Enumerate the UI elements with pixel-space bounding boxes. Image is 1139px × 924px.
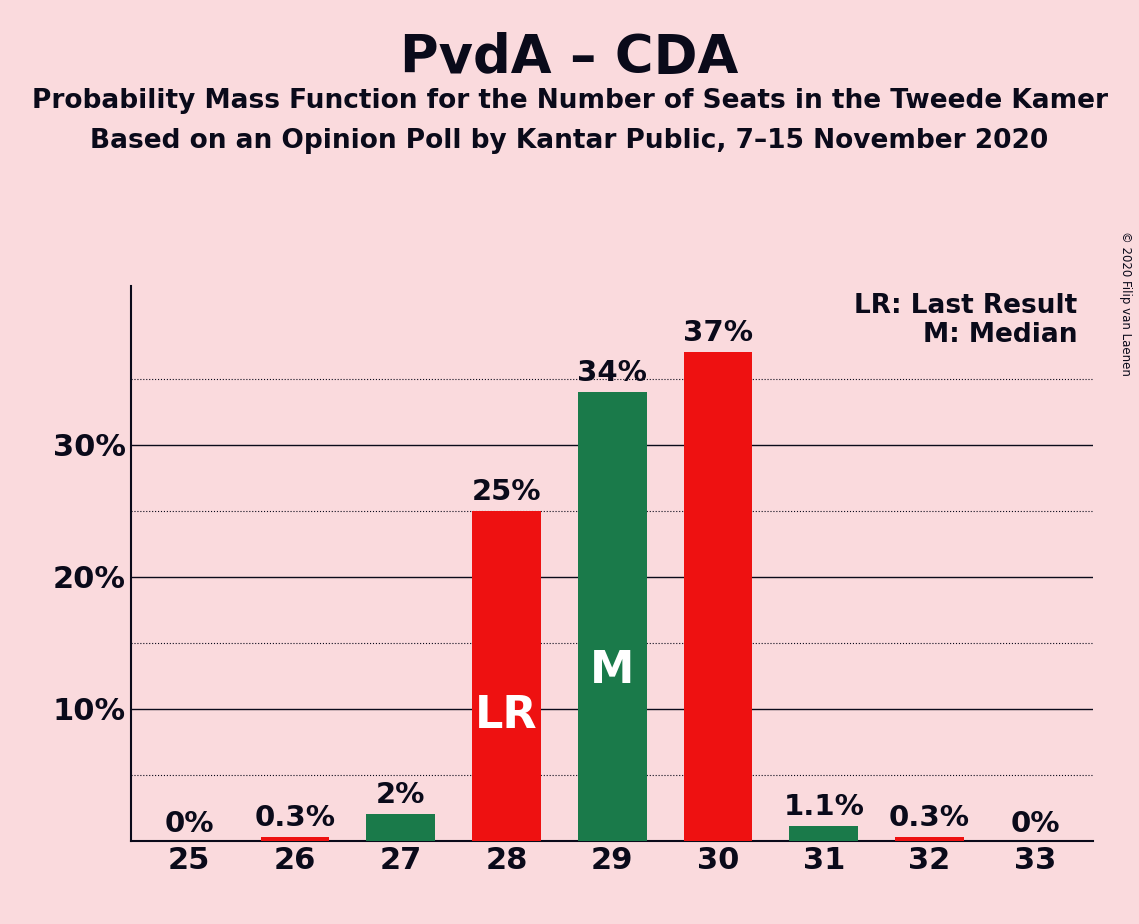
Text: 37%: 37% bbox=[683, 319, 753, 347]
Text: 0%: 0% bbox=[1010, 810, 1060, 838]
Text: Based on an Opinion Poll by Kantar Public, 7–15 November 2020: Based on an Opinion Poll by Kantar Publi… bbox=[90, 128, 1049, 153]
Text: 1.1%: 1.1% bbox=[784, 793, 865, 821]
Text: M: M bbox=[590, 649, 634, 692]
Text: LR: LR bbox=[475, 694, 538, 737]
Bar bbox=[683, 352, 753, 841]
Bar bbox=[577, 392, 647, 841]
Bar bbox=[895, 837, 964, 841]
Text: 2%: 2% bbox=[376, 781, 425, 809]
Bar bbox=[472, 511, 541, 841]
Text: LR: Last Result: LR: Last Result bbox=[854, 293, 1077, 319]
Bar bbox=[367, 814, 435, 841]
Text: © 2020 Filip van Laenen: © 2020 Filip van Laenen bbox=[1118, 231, 1132, 376]
Bar bbox=[261, 837, 329, 841]
Text: 25%: 25% bbox=[472, 478, 541, 505]
Bar bbox=[789, 826, 858, 841]
Text: Probability Mass Function for the Number of Seats in the Tweede Kamer: Probability Mass Function for the Number… bbox=[32, 88, 1107, 114]
Text: M: Median: M: Median bbox=[923, 322, 1077, 348]
Text: 0.3%: 0.3% bbox=[254, 804, 335, 832]
Text: 34%: 34% bbox=[577, 359, 647, 387]
Text: 0.3%: 0.3% bbox=[890, 804, 970, 832]
Text: 0%: 0% bbox=[164, 810, 214, 838]
Text: PvdA – CDA: PvdA – CDA bbox=[400, 32, 739, 84]
